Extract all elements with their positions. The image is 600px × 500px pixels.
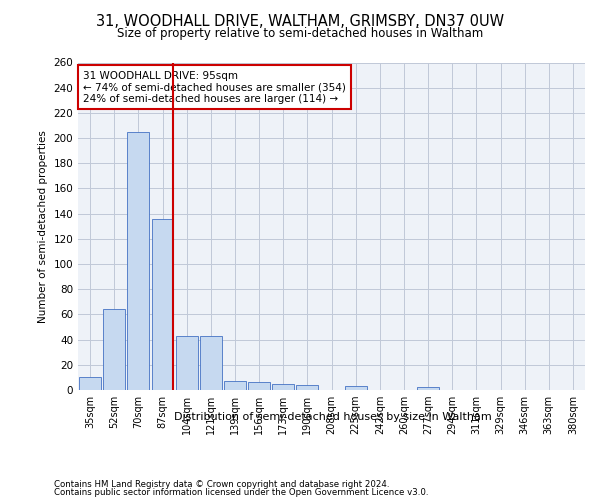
Bar — [176, 336, 197, 390]
Text: 31 WOODHALL DRIVE: 95sqm
← 74% of semi-detached houses are smaller (354)
24% of : 31 WOODHALL DRIVE: 95sqm ← 74% of semi-d… — [83, 70, 346, 104]
Bar — [127, 132, 149, 390]
Bar — [248, 382, 270, 390]
Bar — [152, 218, 173, 390]
Bar — [103, 310, 125, 390]
Bar — [272, 384, 294, 390]
Bar — [345, 386, 367, 390]
Bar — [224, 381, 246, 390]
Text: Contains HM Land Registry data © Crown copyright and database right 2024.: Contains HM Land Registry data © Crown c… — [54, 480, 389, 489]
Y-axis label: Number of semi-detached properties: Number of semi-detached properties — [38, 130, 48, 322]
Bar — [296, 385, 318, 390]
Bar — [79, 378, 101, 390]
Text: 31, WOODHALL DRIVE, WALTHAM, GRIMSBY, DN37 0UW: 31, WOODHALL DRIVE, WALTHAM, GRIMSBY, DN… — [96, 14, 504, 29]
Bar — [200, 336, 221, 390]
Text: Distribution of semi-detached houses by size in Waltham: Distribution of semi-detached houses by … — [174, 412, 492, 422]
Text: Contains public sector information licensed under the Open Government Licence v3: Contains public sector information licen… — [54, 488, 428, 497]
Bar — [417, 388, 439, 390]
Text: Size of property relative to semi-detached houses in Waltham: Size of property relative to semi-detach… — [117, 27, 483, 40]
